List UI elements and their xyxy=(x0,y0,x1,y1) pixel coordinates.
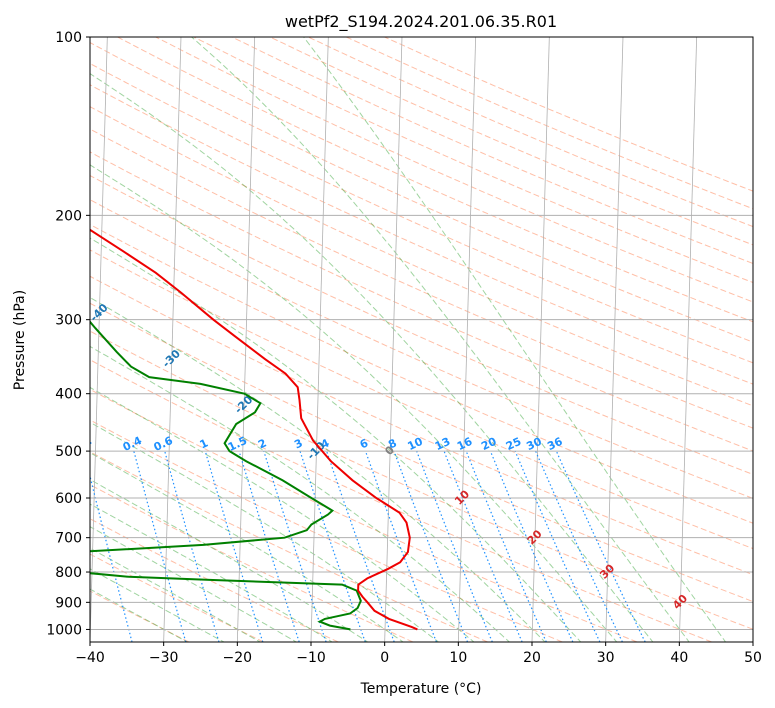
x-tick-label: −20 xyxy=(223,650,253,666)
x-tick-label: 10 xyxy=(449,650,467,666)
dry-adiabat xyxy=(383,37,753,192)
moist-adiabat xyxy=(90,345,511,642)
mixing-ratio-line xyxy=(326,450,395,642)
dry-adiabat xyxy=(90,275,753,576)
y-tick-label: 700 xyxy=(55,531,82,547)
moist-adiabat xyxy=(191,37,690,642)
mixing-ratio-line xyxy=(364,450,437,642)
mixing-ratio-label: 13 xyxy=(433,435,452,453)
moist-adiabat xyxy=(90,421,440,642)
dewpoint-line xyxy=(90,320,362,631)
mixing-ratio-label: 25 xyxy=(504,435,523,453)
isotherm xyxy=(457,37,477,642)
isotherm xyxy=(90,37,108,642)
dry-adiabat xyxy=(90,249,753,550)
mixing-ratio-line xyxy=(204,450,264,642)
mixing-ratio-label: 10 xyxy=(406,435,426,453)
pressure-grid xyxy=(90,37,753,630)
moist-adiabat xyxy=(90,386,475,642)
dry-adiabat xyxy=(116,37,753,323)
y-axis-label: Pressure (hPa) xyxy=(12,290,28,390)
isotherm xyxy=(752,628,753,642)
mixing-ratio-line xyxy=(393,450,469,642)
dry-adiabat xyxy=(268,37,753,246)
y-tick-label: 300 xyxy=(55,313,82,329)
x-tick-label: −30 xyxy=(149,650,179,666)
x-tick-label: 30 xyxy=(597,650,615,666)
mixing-ratio-line xyxy=(443,450,523,642)
x-tick-label: 40 xyxy=(670,650,688,666)
mixing-ratio-line xyxy=(416,450,493,642)
y-tick-label: 200 xyxy=(55,208,82,224)
mixing-ratio-line xyxy=(164,450,220,642)
mixing-ratio-line xyxy=(263,450,327,642)
moist-adiabat xyxy=(90,526,298,642)
dry-adiabat xyxy=(90,62,753,364)
mixing-ratio-line xyxy=(299,450,366,642)
plot-frame xyxy=(89,36,754,643)
y-tick-label: 400 xyxy=(55,387,82,403)
mixing-ratio-label: 20 xyxy=(479,435,499,453)
moist-adiabat xyxy=(90,237,582,642)
temperature-line xyxy=(90,228,418,631)
dry-adiabat xyxy=(90,106,753,407)
moist-adiabat xyxy=(303,37,727,642)
moist-adiabat xyxy=(90,503,334,642)
y-tick-label: 900 xyxy=(55,595,82,611)
x-axis-label: Temperature (°C) xyxy=(360,681,482,697)
dry-adiabat xyxy=(90,199,753,499)
mixing-ratio-label: 36 xyxy=(545,435,565,453)
dry-adiabat xyxy=(90,84,753,385)
x-tick-label: 50 xyxy=(744,650,762,666)
chart-title: wetPf2_S194.2024.201.06.35.R01 xyxy=(285,12,557,32)
dry-adiabat xyxy=(90,151,753,452)
plot-background xyxy=(90,37,753,642)
mixing-ratio-label: 0.1 xyxy=(24,434,47,454)
mixing-ratio-line xyxy=(90,473,133,642)
mixing-ratio-label: 0.2 xyxy=(71,434,94,454)
moist-adiabat xyxy=(90,452,405,642)
y-tick-label: 1000 xyxy=(46,622,82,638)
y-tick-label: 500 xyxy=(55,444,82,460)
moist-adiabat xyxy=(90,547,262,642)
moist-adiabat xyxy=(90,479,369,642)
x-axis-ticks: −40 −30 −20 −10 0 10 20 30 40 50 xyxy=(75,642,762,666)
y-axis-ticks: 100 200 300 400 500 600 700 800 900 1000 xyxy=(46,30,90,638)
dry-adiabat xyxy=(307,37,753,228)
isotherm xyxy=(384,37,403,642)
x-tick-label: 20 xyxy=(523,650,541,666)
isotherm xyxy=(310,37,329,642)
dry-adiabat xyxy=(345,37,753,210)
dry-adiabat xyxy=(192,37,753,284)
isotherm xyxy=(605,37,624,642)
dry-adiabat xyxy=(90,484,414,642)
y-tick-label: 100 xyxy=(55,30,82,46)
moist-adiabat xyxy=(90,296,546,642)
y-tick-label: 600 xyxy=(55,491,82,507)
mixing-ratio-line xyxy=(465,450,547,642)
profiles xyxy=(90,228,418,631)
mixing-ratio-line xyxy=(133,450,187,642)
isotherm xyxy=(531,37,550,642)
x-tick-label: −40 xyxy=(75,650,105,666)
mixing-ratio-label: 30 xyxy=(524,435,544,453)
dry-adiabat xyxy=(90,388,638,642)
mixing-ratio-line xyxy=(489,450,574,642)
dry-adiabat xyxy=(90,42,753,343)
moist-adiabat xyxy=(90,73,654,642)
moist-adiabat xyxy=(90,164,618,642)
mixing-ratio-label: 16 xyxy=(455,435,475,453)
dry-adiabat xyxy=(90,174,753,475)
x-tick-label: −10 xyxy=(296,650,326,666)
x-tick-label: 0 xyxy=(380,650,389,666)
y-tick-label: 800 xyxy=(55,565,82,581)
isotherm xyxy=(163,37,182,642)
isotherm-label: -50 xyxy=(15,255,38,278)
mixing-ratio-line xyxy=(238,450,300,642)
isotherm xyxy=(678,37,698,642)
